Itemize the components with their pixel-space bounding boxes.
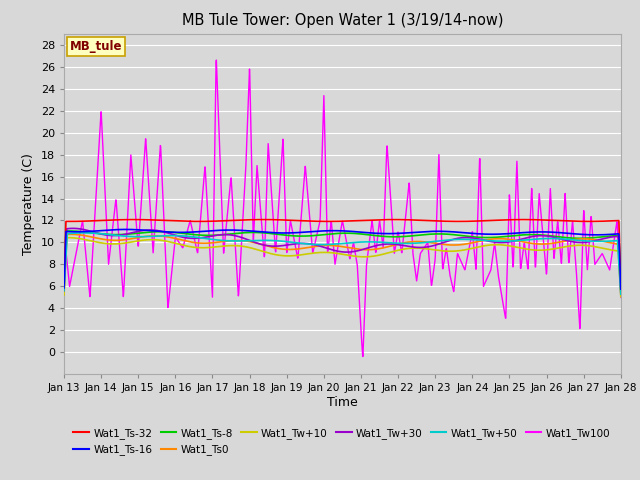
X-axis label: Time: Time — [327, 396, 358, 409]
Wat1_Tw+50 — [89, 230, 97, 236]
Wat1_Tw+50 — [60, 288, 68, 294]
Wat1_Ts-16 — [316, 228, 324, 234]
Wat1_Tw+10 — [65, 235, 72, 240]
Wat1_Ts-32 — [60, 280, 68, 286]
Wat1_Ts-8 — [601, 234, 609, 240]
Wat1_Tw100 — [499, 300, 507, 306]
Line: Wat1_Tw+10: Wat1_Tw+10 — [64, 238, 621, 297]
Wat1_Tw+50 — [80, 230, 88, 236]
Wat1_Ts-32 — [617, 279, 625, 285]
Wat1_Tw100 — [60, 228, 68, 234]
Wat1_Ts0 — [617, 290, 625, 296]
Line: Wat1_Ts-32: Wat1_Ts-32 — [64, 220, 621, 283]
Wat1_Tw+50 — [499, 239, 506, 244]
Wat1_Tw100 — [88, 254, 96, 260]
Wat1_Ts-16 — [331, 228, 339, 234]
Line: Wat1_Ts-8: Wat1_Ts-8 — [64, 231, 621, 290]
Wat1_Tw+30 — [499, 240, 506, 245]
Text: MB_tule: MB_tule — [70, 40, 122, 53]
Wat1_Tw+30 — [601, 235, 609, 241]
Line: Wat1_Tw+30: Wat1_Tw+30 — [64, 228, 621, 291]
Wat1_Ts-16 — [88, 228, 96, 234]
Wat1_Ts-32 — [601, 218, 609, 224]
Wat1_Tw+30 — [60, 288, 68, 294]
Wat1_Tw+10 — [316, 250, 324, 255]
Wat1_Tw100 — [212, 57, 220, 63]
Wat1_Ts-16 — [499, 231, 506, 237]
Wat1_Ts0 — [499, 236, 506, 241]
Wat1_Tw100 — [602, 257, 609, 263]
Wat1_Tw+30 — [617, 286, 625, 291]
Wat1_Tw+10 — [601, 246, 609, 252]
Wat1_Tw+50 — [601, 239, 609, 244]
Title: MB Tule Tower: Open Water 1 (3/19/14-now): MB Tule Tower: Open Water 1 (3/19/14-now… — [182, 13, 503, 28]
Wat1_Ts-8 — [499, 234, 506, 240]
Wat1_Tw+10 — [617, 294, 625, 300]
Wat1_Tw+30 — [89, 229, 97, 235]
Wat1_Ts-8 — [64, 228, 72, 234]
Wat1_Tw+30 — [331, 248, 339, 253]
Wat1_Tw100 — [316, 213, 324, 219]
Wat1_Ts-16 — [617, 286, 625, 292]
Wat1_Tw+30 — [69, 226, 77, 231]
Wat1_Ts-8 — [316, 232, 324, 238]
Wat1_Ts-8 — [89, 230, 97, 236]
Wat1_Ts-16 — [60, 285, 68, 291]
Wat1_Ts0 — [89, 234, 97, 240]
Wat1_Ts0 — [67, 231, 75, 237]
Wat1_Ts-16 — [601, 232, 609, 238]
Wat1_Tw100 — [617, 295, 625, 300]
Wat1_Ts-32 — [88, 218, 96, 224]
Line: Wat1_Ts0: Wat1_Ts0 — [64, 234, 621, 293]
Wat1_Ts-32 — [499, 217, 506, 223]
Wat1_Ts-32 — [130, 217, 138, 223]
Wat1_Tw+10 — [601, 246, 609, 252]
Wat1_Ts-32 — [331, 218, 339, 224]
Line: Wat1_Tw+50: Wat1_Tw+50 — [64, 233, 621, 294]
Wat1_Ts-32 — [601, 218, 609, 224]
Wat1_Ts-8 — [331, 231, 339, 237]
Wat1_Tw+10 — [499, 242, 506, 248]
Y-axis label: Temperature (C): Temperature (C) — [22, 153, 35, 255]
Wat1_Tw+30 — [316, 243, 324, 249]
Wat1_Ts-16 — [122, 227, 130, 232]
Wat1_Tw+50 — [617, 291, 625, 297]
Wat1_Ts0 — [601, 239, 609, 244]
Legend: Wat1_Ts-32, Wat1_Ts-16, Wat1_Ts-8, Wat1_Ts0, Wat1_Tw+10, Wat1_Tw+30, Wat1_Tw+50,: Wat1_Ts-32, Wat1_Ts-16, Wat1_Ts-8, Wat1_… — [69, 424, 614, 459]
Wat1_Tw+50 — [601, 239, 609, 244]
Wat1_Tw+30 — [601, 235, 609, 241]
Wat1_Tw+50 — [316, 242, 324, 248]
Wat1_Ts0 — [60, 290, 68, 296]
Wat1_Tw+50 — [331, 241, 339, 247]
Wat1_Ts-8 — [601, 234, 609, 240]
Wat1_Ts-8 — [60, 285, 68, 290]
Wat1_Ts0 — [316, 243, 324, 249]
Wat1_Tw+10 — [89, 239, 97, 244]
Wat1_Ts-8 — [617, 287, 625, 293]
Wat1_Ts0 — [601, 239, 609, 244]
Wat1_Tw+10 — [60, 292, 68, 298]
Wat1_Tw100 — [359, 354, 367, 360]
Wat1_Tw100 — [331, 261, 339, 267]
Wat1_Tw100 — [601, 256, 609, 262]
Wat1_Tw+10 — [331, 250, 339, 256]
Wat1_Ts-32 — [316, 218, 324, 224]
Wat1_Ts-16 — [601, 232, 609, 238]
Line: Wat1_Ts-16: Wat1_Ts-16 — [64, 229, 621, 289]
Wat1_Ts0 — [331, 243, 339, 249]
Line: Wat1_Tw100: Wat1_Tw100 — [64, 60, 621, 357]
